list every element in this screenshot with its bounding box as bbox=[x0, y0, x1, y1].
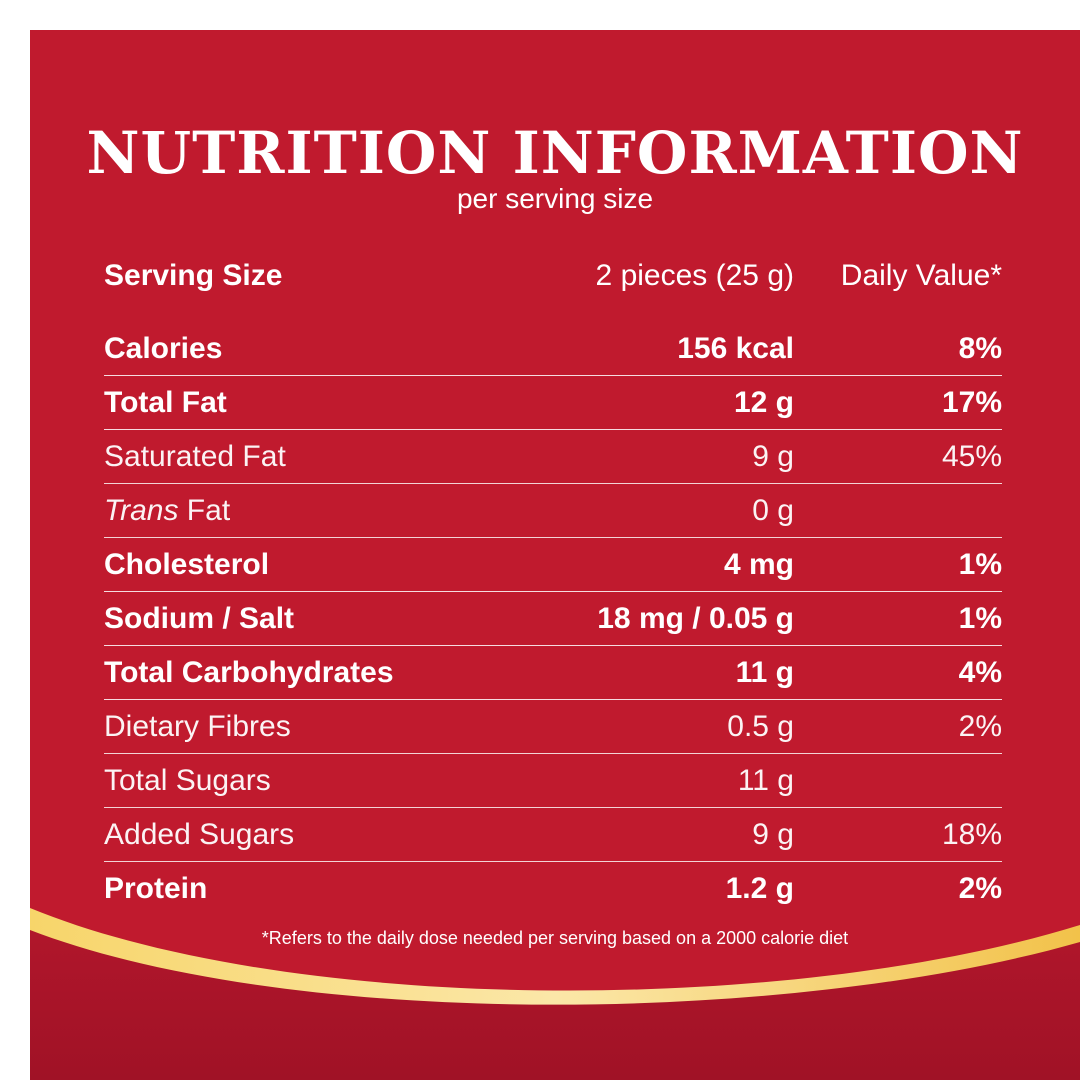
nutrient-name: Saturated Fat bbox=[104, 439, 286, 473]
table-row: Saturated Fat 9 g 45% bbox=[104, 430, 1002, 484]
nutrient-amount: 11 g bbox=[735, 655, 794, 689]
nutrient-amount: 0.5 g bbox=[727, 709, 794, 743]
nutrient-daily-value: 17% bbox=[941, 385, 1002, 419]
nutrient-amount: 156 kcal bbox=[677, 331, 794, 365]
page-title: NUTRITION INFORMATION bbox=[86, 119, 1024, 187]
nutrient-name: Total Sugars bbox=[104, 763, 271, 797]
table-row: Added Sugars 9 g 18% bbox=[104, 808, 1002, 862]
serving-size-value: 2 pieces (25 g) bbox=[595, 259, 794, 292]
nutrient-daily-value: 4% bbox=[958, 655, 1002, 689]
nutrient-amount: 11 g bbox=[737, 763, 794, 797]
nutrient-amount: 1.2 g bbox=[725, 871, 794, 905]
nutrient-name: Dietary Fibres bbox=[104, 709, 291, 743]
nutrient-name: Cholesterol bbox=[104, 547, 270, 581]
table-row: Dietary Fibres 0.5 g 2% bbox=[104, 700, 1002, 754]
nutrient-daily-value: 45% bbox=[941, 439, 1002, 473]
nutrient-amount: 0 g bbox=[752, 493, 794, 527]
nutrient-amount: 18 mg / 0.05 g bbox=[597, 601, 794, 635]
nutrient-name: Calories bbox=[104, 331, 223, 365]
nutrient-name: Added Sugars bbox=[104, 817, 295, 851]
table-row: Trans Fat 0 g bbox=[104, 484, 1002, 538]
table-row: Cholesterol 4 mg 1% bbox=[104, 538, 1002, 592]
nutrient-daily-value: 8% bbox=[958, 331, 1002, 365]
nutrient-name: Total Fat bbox=[104, 385, 227, 419]
nutrient-rows: Calories 156 kcal 8% Total Fat 12 g 17% Satura… bbox=[104, 322, 1002, 915]
nutrient-daily-value: 2% bbox=[958, 871, 1002, 905]
nutrient-daily-value: 2% bbox=[958, 709, 1002, 743]
nutrient-amount: 12 g bbox=[733, 385, 794, 419]
nutrition-panel: NUTRITION INFORMATION per serving size S… bbox=[30, 30, 1080, 1080]
table-row: Total Carbohydrates 11 g 4% bbox=[104, 646, 1002, 700]
nutrient-amount: 4 mg bbox=[723, 547, 794, 581]
nutrition-table: Serving Size 2 pieces (25 g) Daily Value… bbox=[104, 252, 1002, 915]
nutrient-amount: 9 g bbox=[752, 439, 794, 473]
nutrient-name: Trans Fat bbox=[104, 493, 231, 527]
table-header-row: Serving Size 2 pieces (25 g) Daily Value… bbox=[104, 252, 1002, 300]
serving-size-label: Serving Size bbox=[104, 259, 283, 292]
daily-value-header: Daily Value* bbox=[840, 259, 1002, 292]
nutrient-daily-value: 1% bbox=[958, 547, 1002, 581]
table-row: Sodium / Salt 18 mg / 0.05 g 1% bbox=[104, 592, 1002, 646]
footnote: *Refers to the daily dose needed per ser… bbox=[261, 928, 849, 948]
nutrient-name: Total Carbohydrates bbox=[104, 655, 394, 689]
nutrient-daily-value: 1% bbox=[958, 601, 1002, 635]
nutrient-name: Protein bbox=[104, 871, 208, 905]
table-row: Calories 156 kcal 8% bbox=[104, 322, 1002, 376]
table-row: Protein 1.2 g 2% bbox=[104, 862, 1002, 915]
nutrient-daily-value: 18% bbox=[941, 817, 1002, 851]
table-row: Total Fat 12 g 17% bbox=[104, 376, 1002, 430]
page-subtitle: per serving size bbox=[456, 183, 654, 214]
table-row: Total Sugars 11 g bbox=[104, 754, 1002, 808]
nutrient-name: Sodium / Salt bbox=[104, 601, 295, 635]
nutrient-amount: 9 g bbox=[752, 817, 794, 851]
